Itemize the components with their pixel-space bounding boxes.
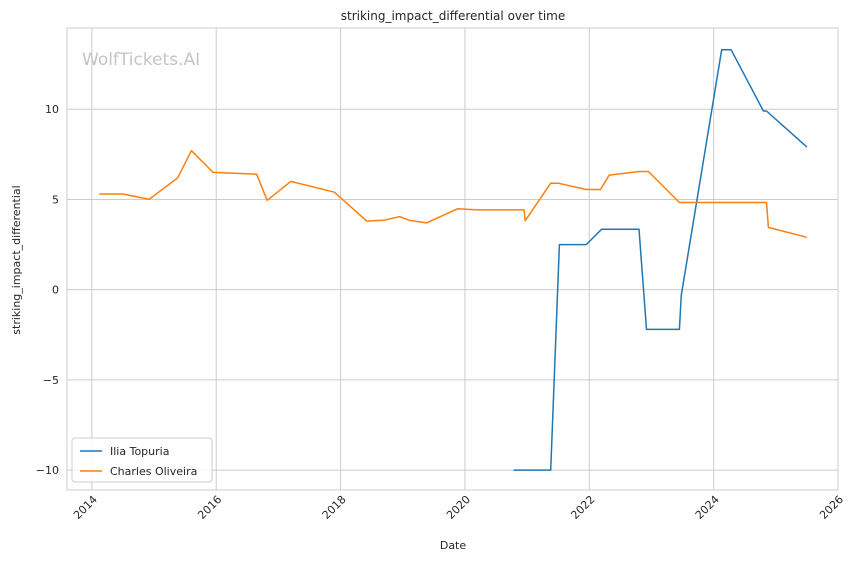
series-line-ilia-topuria <box>513 48 808 471</box>
y-tick-label: −5 <box>43 374 59 387</box>
legend-box <box>71 437 213 483</box>
series-line-charles-oliveira <box>99 149 808 239</box>
y-tick-label: 0 <box>52 284 59 297</box>
grid-lines <box>67 28 839 490</box>
legend-label: Charles Oliveira <box>110 465 197 478</box>
legend-label: Ilia Topuria <box>110 445 169 458</box>
x-tick-label: 2020 <box>444 493 473 522</box>
x-tick-label: 2016 <box>195 493 224 522</box>
y-axis-ticks: −10 −5 0 5 10 <box>36 103 59 477</box>
legend: Ilia Topuria Charles Oliveira <box>71 437 213 483</box>
plot-area <box>66 27 839 491</box>
x-tick-label: 2024 <box>693 493 722 522</box>
x-tick-label: 2022 <box>568 493 597 522</box>
y-axis-label: striking_impact_differential <box>10 185 23 334</box>
x-tick-label: 2026 <box>817 493 846 522</box>
x-tick-label: 2018 <box>320 493 349 522</box>
x-axis-label: Date <box>440 539 467 552</box>
plot-background <box>67 28 838 490</box>
plot-frame <box>66 27 839 491</box>
x-axis-ticks: 2014 2016 2018 2020 2022 2024 2026 <box>71 493 846 522</box>
watermark-text: WolfTickets.AI <box>82 50 200 70</box>
y-tick-label: 10 <box>45 103 59 116</box>
series-lines <box>99 48 808 471</box>
chart-title: striking_impact_differential over time <box>341 9 566 23</box>
x-tick-label: 2014 <box>71 493 100 522</box>
y-tick-label: −10 <box>36 464 59 477</box>
y-tick-label: 5 <box>52 193 59 206</box>
